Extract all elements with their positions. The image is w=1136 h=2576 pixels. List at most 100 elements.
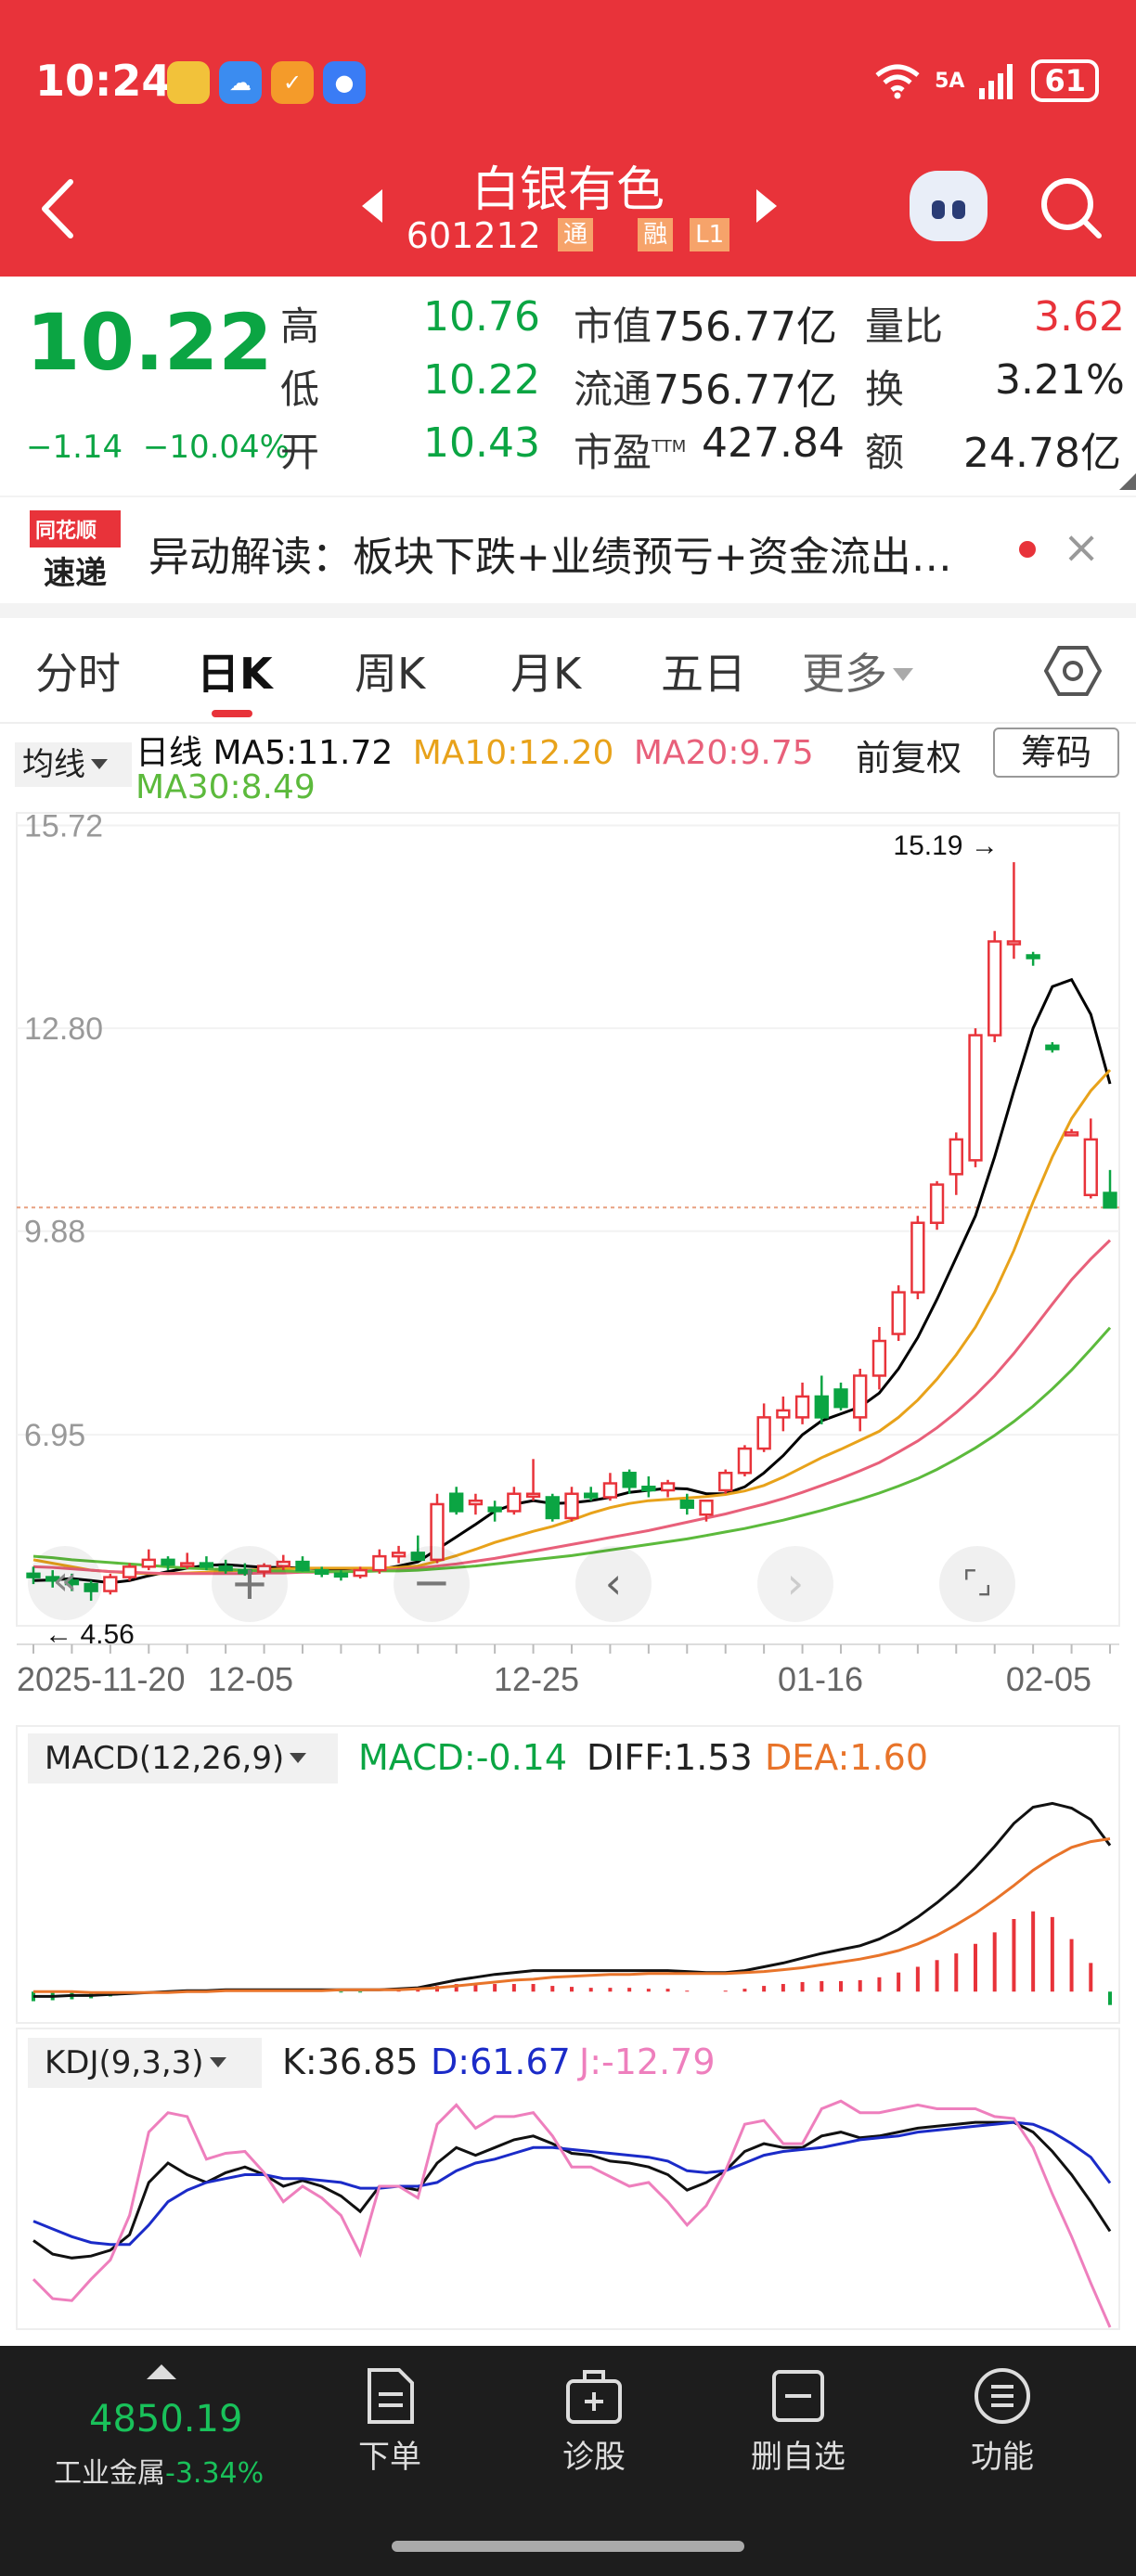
adjust-mode[interactable]: 前复权 bbox=[856, 738, 962, 779]
kdj-select[interactable]: KDJ(9,3,3) bbox=[28, 2038, 262, 2088]
low-marker-label: ← 4.56 bbox=[45, 1619, 135, 1650]
candle-body bbox=[525, 1492, 541, 1498]
kline-chart[interactable]: 15.72 12.80 9.88 6.95 15.19 → ← 4.56 2025-11-2… bbox=[0, 0, 1136, 2346]
candle-body bbox=[430, 1502, 445, 1562]
dea-line bbox=[33, 1837, 1111, 1994]
news-headline[interactable]: 异动解读：板块下跌+业绩预亏+资金流出… bbox=[148, 534, 952, 581]
pe-label: 市盈TTM bbox=[574, 421, 686, 478]
app-notification-icon bbox=[167, 61, 210, 104]
scroll-left-icon[interactable]: « bbox=[28, 1546, 102, 1620]
index-value[interactable]: 4850.19 bbox=[89, 2398, 243, 2441]
search-icon[interactable] bbox=[1038, 174, 1104, 241]
news-source-logo: 同花顺 速递 bbox=[30, 510, 121, 592]
news-close-button[interactable]: × bbox=[1063, 522, 1101, 573]
tab-more[interactable]: 更多 bbox=[802, 640, 913, 702]
tab-five-day[interactable]: 五日 bbox=[661, 649, 746, 699]
turnover-label: 换 bbox=[865, 367, 905, 412]
candle-body bbox=[545, 1496, 560, 1520]
candle-body bbox=[814, 1395, 829, 1419]
logo-top: 同花顺 bbox=[30, 510, 121, 547]
robot-eye-right bbox=[952, 200, 965, 219]
kdj-select-label: KDJ(9,3,3) bbox=[45, 2044, 204, 2081]
medkit-icon bbox=[566, 2370, 622, 2424]
stock-name: 白银有色 bbox=[471, 162, 665, 218]
nav-remove-watchlist-label: 删自选 bbox=[751, 2439, 846, 2476]
change-amount: −1.14 bbox=[26, 429, 123, 466]
connect-tag: 通 bbox=[557, 218, 593, 251]
nav-remove-watchlist[interactable]: 删自选 bbox=[729, 2366, 868, 2477]
candle-body bbox=[353, 1568, 368, 1578]
index-info[interactable]: 工业金属-3.34% bbox=[54, 2450, 264, 2491]
candle-body bbox=[988, 940, 1002, 1037]
prev-stock-button[interactable] bbox=[362, 189, 382, 223]
candle-body bbox=[45, 1576, 60, 1582]
d-value: D:61.67 bbox=[431, 2041, 571, 2082]
margin-tag: 融 bbox=[638, 218, 674, 251]
expand-corner-icon[interactable] bbox=[1119, 473, 1136, 490]
candle-body bbox=[449, 1492, 464, 1513]
change-percent: −10.04% bbox=[142, 429, 290, 466]
macd-select[interactable]: MACD(12,26,9) bbox=[28, 1733, 338, 1784]
message-app-icon: ● bbox=[323, 61, 366, 104]
fullscreen-icon[interactable]: ⌜⌟ bbox=[939, 1546, 1015, 1622]
prev-candle-icon[interactable]: ‹ bbox=[575, 1546, 652, 1622]
next-candle-icon[interactable]: › bbox=[757, 1546, 833, 1622]
macd-frame bbox=[16, 1725, 1120, 2024]
active-tab-indicator bbox=[212, 710, 252, 717]
status-right: 5A 61 bbox=[873, 59, 1099, 102]
expand-up-icon[interactable] bbox=[147, 2364, 176, 2379]
high-marker-label: 15.19 → bbox=[893, 831, 998, 861]
candle-body bbox=[756, 1416, 771, 1450]
candle-body bbox=[891, 1291, 906, 1335]
x-tick-label: 12-25 bbox=[494, 1660, 579, 1698]
index-change: -3.34% bbox=[165, 2457, 265, 2490]
next-stock-button[interactable] bbox=[756, 189, 777, 223]
ma5-value: MA5:11.72 bbox=[213, 734, 394, 772]
mktcap-label: 市值 bbox=[574, 303, 652, 349]
ma30-value: MA30:8.49 bbox=[136, 768, 316, 806]
tab-daily-k[interactable]: 日K bbox=[197, 649, 273, 699]
chips-button[interactable]: 筹码 bbox=[993, 728, 1119, 778]
candle-body bbox=[141, 1558, 156, 1568]
amount-label: 额 bbox=[865, 430, 905, 475]
tab-monthly-k[interactable]: 月K bbox=[510, 649, 582, 699]
index-name: 工业金属 bbox=[54, 2457, 165, 2490]
ma-line-ma30 bbox=[32, 1326, 1112, 1574]
app-header: 10:24 ☁ ✓ ● 5A 61 白银有色 601212 通 融 L1 bbox=[0, 0, 1136, 277]
candle-body bbox=[910, 1221, 925, 1294]
candle-body bbox=[1064, 1131, 1079, 1137]
candle-body bbox=[103, 1576, 118, 1592]
y-tick-label: 12.80 bbox=[24, 1011, 103, 1047]
chart-settings-icon[interactable] bbox=[1044, 642, 1102, 700]
tab-more-label: 更多 bbox=[802, 649, 887, 699]
turnover-value: 3.21% bbox=[995, 356, 1125, 404]
candle-body bbox=[487, 1506, 502, 1513]
nav-order[interactable]: 下单 bbox=[320, 2366, 459, 2477]
tab-weekly-k[interactable]: 周K bbox=[355, 649, 426, 699]
candle-body bbox=[410, 1552, 425, 1562]
zoom-in-icon[interactable]: + bbox=[212, 1546, 288, 1622]
ma20-value: MA20:9.75 bbox=[633, 734, 814, 772]
candle-body bbox=[602, 1482, 618, 1499]
price-change: −1.14 −10.04% bbox=[26, 429, 290, 466]
section-gap bbox=[0, 603, 1136, 618]
j-line bbox=[32, 2099, 1112, 2328]
remove-box-icon bbox=[772, 2370, 824, 2422]
ai-assistant-icon[interactable] bbox=[910, 171, 988, 241]
candle-body bbox=[776, 1409, 791, 1419]
candle-body bbox=[1045, 1044, 1060, 1050]
tab-intraday[interactable]: 分时 bbox=[35, 649, 121, 699]
candle-body bbox=[199, 1562, 214, 1568]
candle-body bbox=[1083, 1138, 1098, 1197]
nav-diagnose[interactable]: 诊股 bbox=[524, 2366, 664, 2477]
nav-functions[interactable]: 功能 bbox=[933, 2366, 1072, 2477]
candle-body bbox=[256, 1565, 272, 1573]
zoom-out-icon[interactable]: − bbox=[394, 1546, 470, 1622]
j-value: J:-12.79 bbox=[579, 2041, 716, 2082]
candle-body bbox=[84, 1582, 98, 1592]
ma-indicator-select[interactable]: 均线 bbox=[15, 742, 132, 787]
back-button[interactable] bbox=[37, 176, 78, 241]
candle-body bbox=[1006, 940, 1022, 946]
cloud-app-icon: ☁ bbox=[219, 61, 262, 104]
candle-body bbox=[622, 1472, 637, 1488]
